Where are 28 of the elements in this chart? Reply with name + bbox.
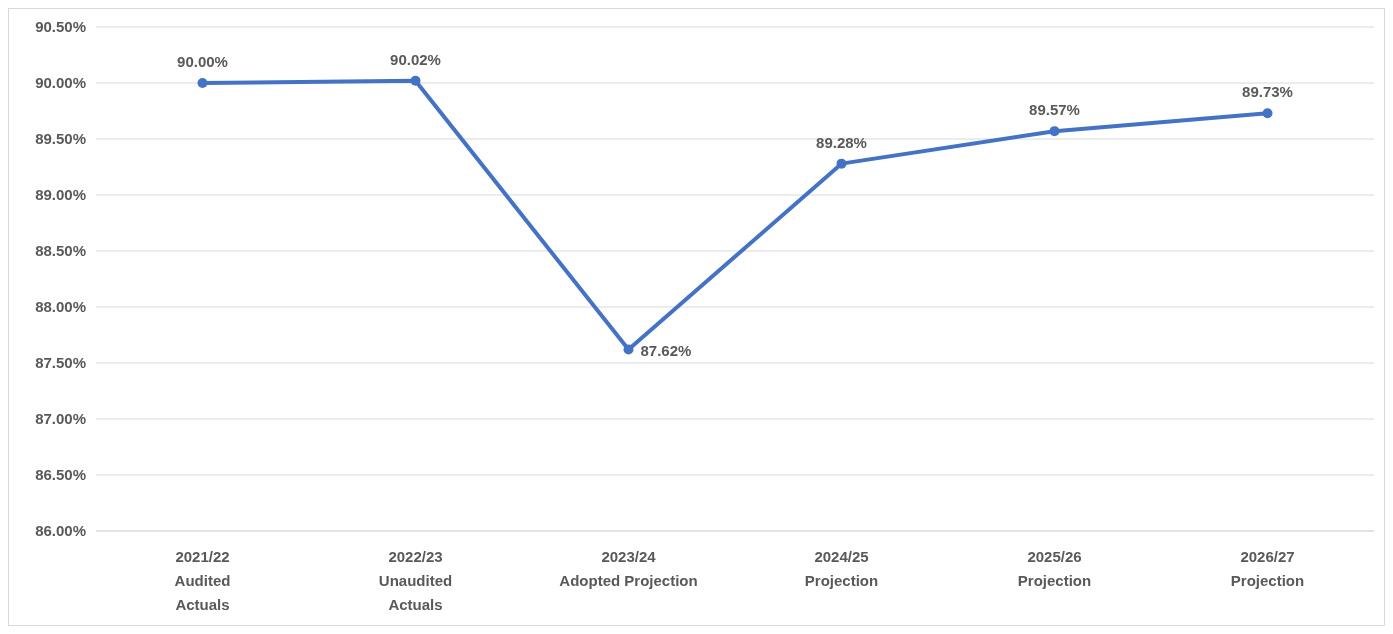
- y-tick-label: 90.00%: [35, 74, 86, 92]
- data-label: 90.02%: [390, 50, 441, 68]
- x-tick-label: 2024/25 Projection: [804, 548, 879, 589]
- y-tick-label: 89.00%: [35, 186, 86, 204]
- y-tick-label: 87.50%: [35, 354, 86, 372]
- x-tick-label: 2021/22 Audited Actuals: [174, 548, 231, 613]
- point: [1262, 108, 1273, 119]
- point: [410, 75, 421, 86]
- y-tick-label: 88.50%: [35, 242, 86, 260]
- y-tick-label: 88.00%: [35, 298, 86, 316]
- data-label: 89.28%: [816, 133, 867, 151]
- data-label: 90.00%: [177, 53, 228, 70]
- data-label: 89.73%: [1242, 83, 1293, 101]
- y-tick-label: 89.50%: [35, 130, 86, 148]
- data-label: 87.62%: [640, 341, 692, 359]
- point: [836, 158, 847, 169]
- x-tick-label: 2022/23 Unaudited Actuals: [378, 548, 453, 613]
- y-tick-label: 86.50%: [35, 466, 86, 484]
- data-label: 89.57%: [1029, 101, 1080, 119]
- point: [1049, 126, 1060, 137]
- x-tick-label: 2023/24 Adopted Projection: [559, 548, 698, 589]
- point: [623, 344, 634, 355]
- x-tick-label: 2025/26 Projection: [1017, 548, 1092, 589]
- y-tick-label: 86.00%: [35, 522, 86, 540]
- x-tick-label: 2026/27 Projection: [1230, 548, 1305, 589]
- y-tick-label: 87.00%: [35, 410, 86, 428]
- y-tick-label: 90.50%: [35, 18, 86, 36]
- point: [197, 78, 208, 88]
